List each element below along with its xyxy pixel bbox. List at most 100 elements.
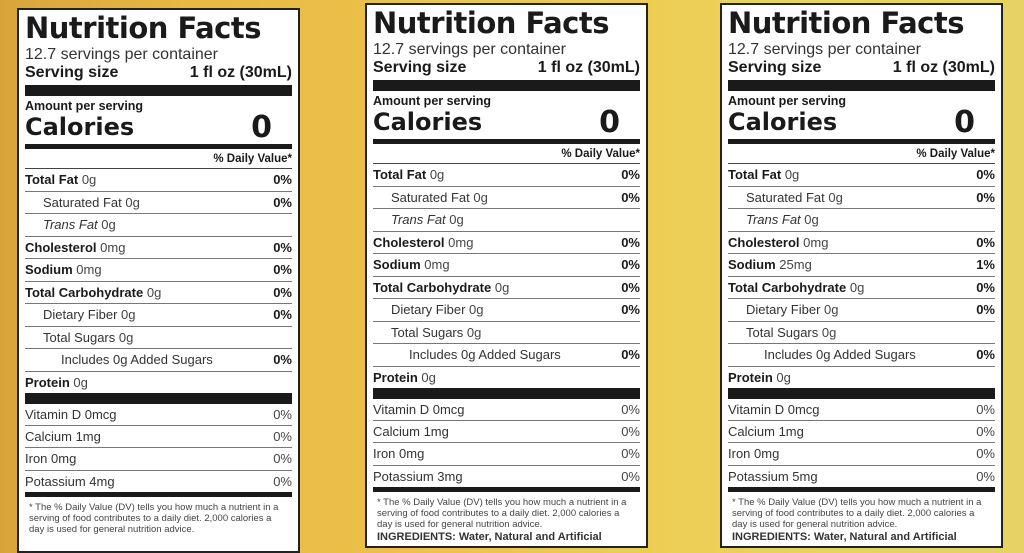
nutrient-amount: 0mg — [76, 262, 102, 278]
vitamin-name: Potassium 4mg — [25, 473, 115, 489]
nutrient-row: Total Fat 0g 0% — [25, 169, 292, 192]
divider-medium — [25, 491, 292, 497]
vitamin-daily-value: 0% — [273, 473, 292, 489]
nutrient-row: Total Sugars 0g — [728, 322, 995, 344]
nutrient-row: Trans Fat 0g — [25, 214, 292, 237]
ingredients — [25, 535, 292, 536]
divider-medium — [373, 486, 640, 492]
nutrient-daily-value: 0% — [273, 352, 292, 368]
nutrient-name: Total Fat — [728, 167, 782, 183]
calories-row: Calories 0 — [25, 113, 292, 143]
vitamin-daily-value: 0% — [976, 402, 995, 418]
nutrient-row: Includes 0g Added Sugars 0% — [373, 344, 640, 367]
vitamin-row: Calcium 1mg 0% — [373, 421, 640, 444]
vitamin-daily-value: 0% — [976, 424, 995, 440]
vitamin-name: Calcium 1mg — [25, 429, 101, 445]
nutrient-amount: 0g — [125, 194, 140, 210]
vitamin-row: Potassium 4mg 0% — [25, 471, 292, 492]
nutrient-row: Protein 0g — [728, 367, 995, 389]
divider-thick — [373, 80, 640, 91]
nutrient-name: Protein — [728, 369, 773, 385]
divider-medium — [728, 486, 995, 492]
nutrient-name: Trans Fat — [391, 212, 446, 228]
nutrient-row: Total Fat 0g 0% — [373, 164, 640, 187]
nutrient-name: Includes 0g Added Sugars — [764, 347, 916, 363]
nutrient-name: Cholesterol — [25, 239, 97, 255]
serving-size-label: Serving size — [373, 59, 467, 76]
amount-per-serving: Amount per serving — [728, 94, 847, 108]
nutrient-daily-value: 0% — [976, 234, 995, 250]
nutrient-name: Sodium — [373, 257, 421, 273]
vitamin-row: Iron 0mg 0% — [728, 443, 995, 466]
nutrition-facts-title: Nutrition Facts — [25, 11, 261, 45]
nutrient-name: Total Fat — [25, 172, 79, 188]
nutrient-name: Includes 0g Added Sugars — [409, 347, 561, 363]
serving-size-label: Serving size — [728, 59, 822, 76]
footnote: * The % Daily Value (DV) tells you how m… — [29, 501, 279, 535]
nutrient-amount: 0g — [121, 307, 136, 323]
vitamin-row: Vitamin D 0mcg 0% — [728, 399, 995, 422]
calories-value: 0 — [599, 105, 620, 140]
calories-value: 0 — [954, 105, 975, 140]
nutrient-daily-value: 0% — [976, 279, 995, 295]
nutrient-name: Protein — [25, 374, 70, 390]
nutrient-amount: 0g — [429, 167, 445, 183]
vitamin-row: Potassium 3mg 0% — [373, 466, 640, 487]
calories-row: Calories 0 — [373, 105, 640, 140]
nutrient-daily-value: 0% — [976, 347, 995, 363]
nutrient-row: Total Sugars 0g — [25, 327, 292, 349]
nutrient-name: Dietary Fiber — [43, 307, 118, 323]
calories-label: Calories — [373, 108, 483, 136]
nutrient-amount: 0g — [473, 189, 488, 205]
nutrient-daily-value: 0% — [621, 189, 640, 205]
nutrient-row: Cholesterol 0mg 0% — [728, 232, 995, 254]
vitamin-daily-value: 0% — [976, 446, 995, 462]
nutrient-row: Sodium 0mg 0% — [25, 259, 292, 282]
vitamin-daily-value: 0% — [273, 451, 292, 467]
divider-thick — [728, 80, 995, 91]
nutrient-name: Total Carbohydrate — [373, 279, 492, 295]
vitamin-daily-value: 0% — [621, 424, 640, 440]
nutrient-row: Total Fat 0g 0% — [728, 164, 995, 187]
nutrient-daily-value: 0% — [621, 347, 640, 363]
nutrient-row: Trans Fat 0g — [373, 209, 640, 232]
vitamin-daily-value: 0% — [621, 402, 640, 418]
divider-medium — [25, 144, 292, 149]
nutrient-name: Trans Fat — [43, 217, 98, 233]
vitamin-row: Calcium 1mg 0% — [25, 426, 292, 449]
nutrient-daily-value: 1% — [976, 257, 995, 273]
nutrient-row: Protein 0g — [25, 372, 292, 394]
nutrient-name: Cholesterol — [373, 234, 445, 250]
nutrient-name: Total Sugars — [391, 324, 464, 340]
nutrient-daily-value: 0% — [976, 189, 995, 205]
nutrient-daily-value: 0% — [621, 302, 640, 318]
nutrient-daily-value: 0% — [273, 284, 292, 300]
nutrient-amount: 0g — [101, 217, 116, 233]
nutrient-amount: 0g — [776, 369, 791, 385]
nutrient-name: Total Carbohydrate — [25, 284, 144, 300]
nutrient-amount: 0mg — [803, 234, 829, 250]
nutrient-daily-value: 0% — [273, 194, 292, 210]
nutrition-label-3: Nutrition Facts 12.7 servings per contain… — [720, 3, 1003, 548]
nutrient-amount: 0g — [821, 324, 837, 340]
amount-per-serving: Amount per serving — [373, 94, 492, 108]
nutrient-amount: 0g — [784, 167, 800, 183]
nutrient-amount: 0mg — [424, 257, 450, 273]
nutrient-name: Sodium — [25, 262, 73, 278]
vitamin-name: Vitamin D 0mcg — [373, 402, 465, 418]
nutrient-name: Total Carbohydrate — [728, 279, 847, 295]
nutrient-name: Total Sugars — [746, 324, 819, 340]
servings-per-container: 12.7 servings per container — [728, 41, 921, 58]
nutrient-row: Sodium 25mg 1% — [728, 254, 995, 277]
nutrient-name: Includes 0g Added Sugars — [61, 352, 213, 368]
nutrition-facts-title: Nutrition Facts — [373, 6, 609, 40]
nutrient-amount: 0mg — [100, 239, 126, 255]
nutrient-row: Trans Fat 0g — [728, 209, 995, 232]
nutrient-daily-value: 0% — [621, 234, 640, 250]
nutrient-amount: 0g — [469, 302, 484, 318]
nutrient-daily-value: 0% — [621, 257, 640, 273]
nutrient-amount: 0g — [824, 302, 839, 318]
footnote: * The % Daily Value (DV) tells you how m… — [377, 496, 627, 530]
vitamin-name: Iron 0mg — [25, 451, 77, 467]
nutrient-row: Dietary Fiber 0g 0% — [25, 304, 292, 327]
